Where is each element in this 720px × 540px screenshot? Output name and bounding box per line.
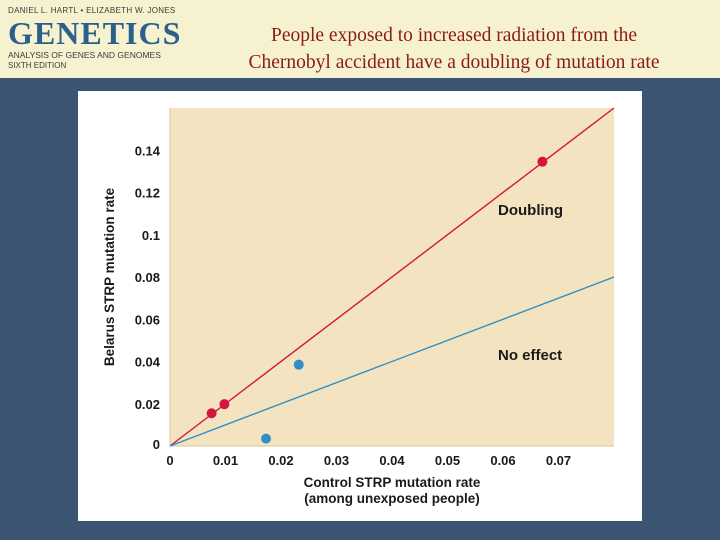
- slide-title: People exposed to increased radiation fr…: [190, 22, 718, 76]
- x-tick-label: 0.06: [490, 453, 515, 468]
- doubling-data-point: [206, 408, 217, 419]
- book-edition: SIXTH EDITION: [8, 61, 67, 70]
- y-tick-label: 0.04: [135, 355, 161, 370]
- scatter-chart: 0 0.01 0.02 0.03 0.04 0.05 0.06 0.07 0 0.02 0.04 0.…: [102, 107, 615, 506]
- doubling-data-point: [537, 156, 548, 167]
- y-tick-label: 0.02: [135, 397, 160, 412]
- slide-title-line-1: People exposed to increased radiation fr…: [270, 25, 638, 46]
- y-tick-label: 0.14: [135, 143, 161, 158]
- x-axis-label: Control STRP mutation rate: [304, 475, 481, 490]
- y-tick-label: 0: [153, 437, 160, 452]
- y-axis-label: Belarus STRP mutation rate: [102, 187, 117, 366]
- book-authors: DANIEL L. HARTL • ELIZABETH W. JONES: [8, 6, 176, 15]
- x-tick-label: 0.02: [268, 453, 293, 468]
- doubling-data-point: [219, 399, 230, 410]
- no-effect-data-point: [261, 433, 272, 444]
- no-effect-data-point: [293, 359, 304, 370]
- x-axis-sublabel: (among unexposed people): [304, 491, 480, 506]
- y-tick-label: 0.12: [135, 186, 160, 201]
- x-tick-label: 0.01: [213, 453, 238, 468]
- book-logo: DANIEL L. HARTL • ELIZABETH W. JONES GEN…: [8, 6, 188, 72]
- slide-title-line-2: Chernobyl accident have a doubling of mu…: [248, 52, 660, 73]
- header-bar: DANIEL L. HARTL • ELIZABETH W. JONES GEN…: [0, 0, 720, 78]
- x-tick-label: 0.07: [546, 453, 571, 468]
- no-effect-line-label: No effect: [498, 347, 562, 364]
- doubling-line-label: Doubling: [498, 202, 563, 219]
- x-tick-label: 0.03: [324, 453, 349, 468]
- y-tick-label: 0.1: [142, 228, 160, 243]
- book-title: GENETICS: [8, 15, 182, 51]
- y-tick-label: 0.06: [135, 312, 160, 327]
- figure-panel: 0 0.01 0.02 0.03 0.04 0.05 0.06 0.07 0 0.02 0.04 0.…: [78, 91, 642, 521]
- x-tick-label: 0.04: [379, 453, 405, 468]
- x-tick-label: 0: [166, 453, 173, 468]
- no-effect-reference-line: [169, 276, 615, 447]
- x-tick-label: 0.05: [435, 453, 460, 468]
- book-subtitle: ANALYSIS OF GENES AND GENOMES: [8, 50, 161, 60]
- y-tick-label: 0.08: [135, 270, 160, 285]
